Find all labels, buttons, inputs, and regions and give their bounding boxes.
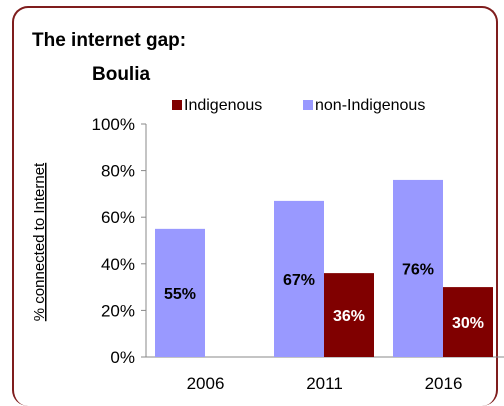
y-axis-label: % connected to Internet xyxy=(31,162,48,321)
x-tick-label: 2011 xyxy=(306,374,343,393)
legend-swatch-non-indigenous xyxy=(303,100,313,110)
bars xyxy=(155,179,493,357)
chart-title-line2: Boulia xyxy=(92,64,150,85)
y-tick-label: 20% xyxy=(101,301,135,320)
bar-non-indigenous-2011 xyxy=(274,200,324,357)
y-tick-label: 100% xyxy=(92,115,135,134)
bar-non-indigenous-2006 xyxy=(155,228,205,357)
data-label-non-indigenous-2016: 76% xyxy=(402,261,434,278)
chart-title-line1: The internet gap: xyxy=(32,30,186,51)
data-label-non-indigenous-2006: 55% xyxy=(164,286,196,303)
legend-swatch-indigenous xyxy=(172,100,182,110)
data-label-non-indigenous-2011: 67% xyxy=(283,272,315,289)
y-tick-label: 40% xyxy=(101,255,135,274)
bar-indigenous-2016 xyxy=(443,287,493,357)
y-tick-label: 60% xyxy=(101,208,135,227)
y-tick-label: 0% xyxy=(110,348,135,367)
x-tick-label: 2006 xyxy=(187,374,225,393)
axes: 0% 20% 40% 60% 80% 100% 2006 2011 2016 xyxy=(92,115,504,393)
legend-label-indigenous: Indigenous xyxy=(184,97,262,114)
legend-label-non-indigenous: non-Indigenous xyxy=(315,97,425,114)
data-labels: 55% 67% 36% 76% 30% xyxy=(164,261,484,332)
data-label-indigenous-2011: 36% xyxy=(333,308,365,325)
x-tick-label: 2016 xyxy=(425,374,463,393)
y-tick-label: 80% xyxy=(101,162,135,181)
data-label-indigenous-2016: 30% xyxy=(452,315,484,332)
bar-non-indigenous-2016 xyxy=(393,179,443,357)
bar-indigenous-2011 xyxy=(324,273,374,357)
